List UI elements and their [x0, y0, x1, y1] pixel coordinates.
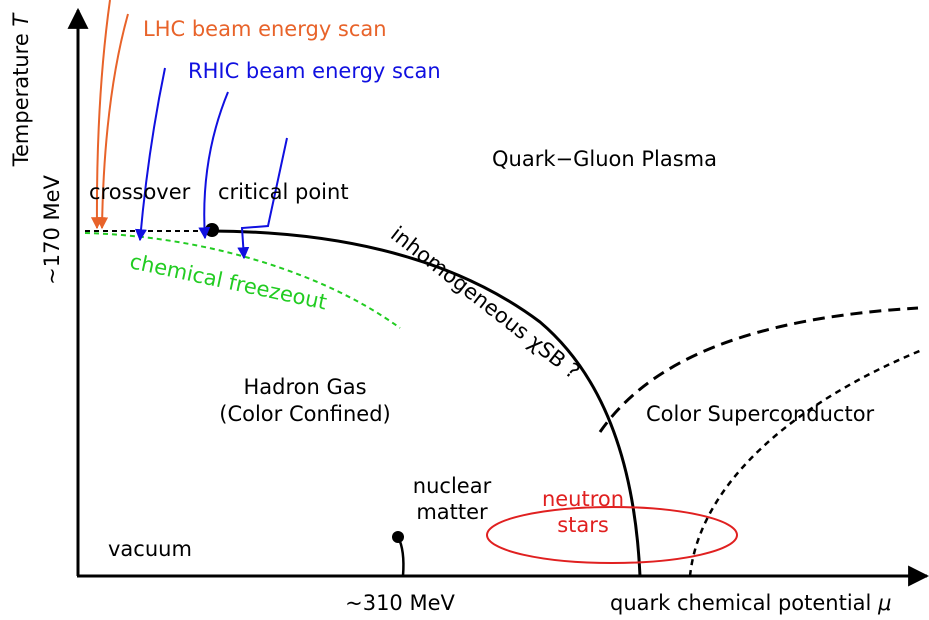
qgp-label: Quark−Gluon Plasma: [492, 147, 717, 171]
freezeout-curve: [84, 232, 401, 329]
inhomogeneous-label: inhomogeneous χSB ?: [386, 222, 584, 384]
nuclear-matter-label: nuclear: [413, 474, 492, 498]
nuclear-matter-label: matter: [416, 500, 488, 524]
x-axis-label: quark chemical potential μ: [610, 591, 891, 615]
y-mark-label: ~170 MeV: [40, 174, 64, 284]
freezeout-label: chemical freezeout: [128, 249, 329, 314]
x-mark-label: ~310 MeV: [345, 591, 455, 615]
neutron-star-region: [486, 506, 738, 564]
rhic-arrow: [198, 91, 229, 240]
hadron-gas-label: (Color Confined): [219, 402, 391, 426]
critical-point-label: critical point: [218, 180, 349, 204]
lhc-arrow: [96, 13, 129, 230]
vacuum-label: vacuum: [108, 537, 192, 561]
csc-label: Color Superconductor: [646, 402, 875, 426]
rhic-arrow: [134, 67, 166, 242]
y-axis-symbol: T: [9, 12, 33, 27]
csc-inner-boundary: [688, 348, 923, 577]
csc-boundary: [598, 306, 919, 433]
x-axis-text: quark chemical potential: [610, 591, 871, 615]
hadron-gas-label: Hadron Gas: [243, 375, 366, 399]
lhc-label: LHC beam energy scan: [143, 17, 387, 41]
rhic-label: RHIC beam energy scan: [188, 59, 441, 83]
neutron-stars-label: neutron: [542, 487, 624, 511]
y-axis-text: Temperature: [9, 33, 33, 167]
crossover-label: crossover: [89, 180, 191, 204]
lhc-arrow: [90, 0, 111, 230]
critical-point: [205, 223, 219, 237]
rhic-arrow: [237, 137, 288, 260]
y-axis-label: Temperature T: [9, 12, 33, 168]
nuclear-matter-point: [392, 531, 404, 543]
neutron-stars-label: stars: [557, 513, 609, 537]
phase-boundary: [211, 229, 642, 577]
x-axis-symbol: μ: [877, 591, 891, 615]
